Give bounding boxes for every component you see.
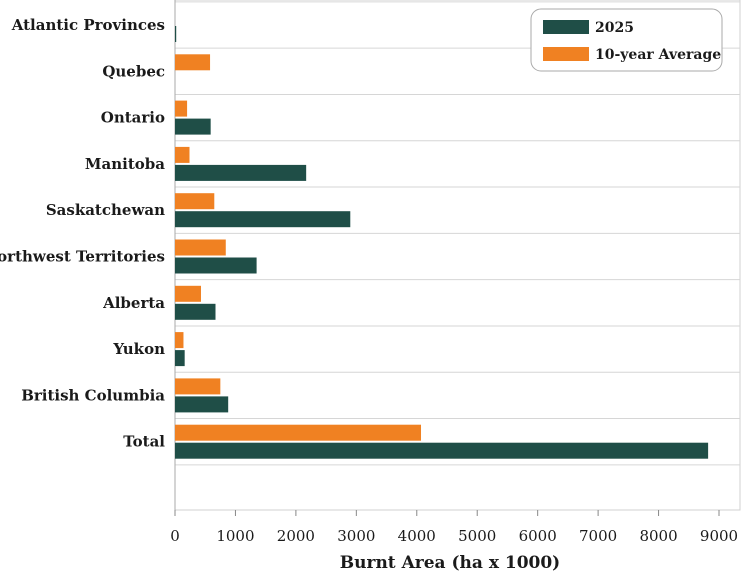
bar-10-year-average-british-columbia: [175, 378, 221, 395]
category-label-saskatchewan: Saskatchewan: [46, 201, 165, 219]
x-tick-labels: 0 1000 2000 3000 4000 5000 6000 7000 8000 9000: [170, 510, 738, 545]
category-label-quebec: Quebec: [102, 62, 165, 80]
category-label-alberta: Alberta: [102, 294, 165, 312]
legend-swatch-2025: [543, 20, 589, 34]
bar-10-year-average-northwest-territories: [175, 239, 226, 256]
bar-2025-saskatchewan: [175, 211, 351, 228]
category-label-manitoba: Manitoba: [85, 155, 165, 173]
bars: [175, 26, 709, 459]
x-tick-label-6000: 6000: [519, 527, 557, 545]
legend-label-10-year-average: 10-year Average: [595, 47, 721, 63]
bar-10-year-average-quebec: [175, 54, 211, 71]
bar-2025-yukon: [175, 350, 185, 367]
x-tick-label-9000: 9000: [700, 527, 738, 545]
x-tick-label-0: 0: [170, 527, 180, 545]
x-tick-label-3000: 3000: [337, 527, 375, 545]
bar-10-year-average-manitoba: [175, 146, 190, 163]
x-tick-label-1000: 1000: [216, 527, 254, 545]
category-label-ontario: Ontario: [101, 109, 165, 127]
category-labels: Atlantic Provinces Quebec Ontario Manitoba S…: [0, 16, 165, 451]
x-tick-label-5000: 5000: [458, 527, 496, 545]
category-label-atlantic-provinces: Atlantic Provinces: [11, 16, 165, 34]
legend-swatch-10-year-average: [543, 47, 589, 61]
gridlines: [175, 1, 740, 466]
category-label-british-columbia: British Columbia: [21, 386, 165, 404]
legend-label-2025: 2025: [595, 20, 634, 36]
x-tick-label-4000: 4000: [398, 527, 436, 545]
bar-2025-total: [175, 442, 709, 459]
x-tick-label-7000: 7000: [579, 527, 617, 545]
bar-2025-ontario: [175, 118, 211, 135]
category-label-yukon: Yukon: [112, 340, 165, 358]
x-tick-label-2000: 2000: [277, 527, 315, 545]
bar-10-year-average-total: [175, 424, 422, 441]
category-label-northwest-territories: Northwest Territories: [0, 248, 165, 266]
x-axis-title: Burnt Area (ha x 1000): [340, 553, 560, 573]
bar-10-year-average-alberta: [175, 285, 201, 302]
legend: 2025 10-year Average: [530, 8, 723, 72]
bar-2025-british-columbia: [175, 396, 229, 413]
bar-2025-alberta: [175, 303, 216, 320]
bar-10-year-average-saskatchewan: [175, 193, 215, 210]
bar-10-year-average-ontario: [175, 100, 188, 117]
bar-2025-manitoba: [175, 164, 307, 181]
x-tick-label-8000: 8000: [639, 527, 677, 545]
bar-2025-northwest-territories: [175, 257, 257, 274]
bar-2025-atlantic-provinces: [175, 26, 177, 42]
category-label-total: Total: [123, 433, 165, 451]
bar-10-year-average-yukon: [175, 332, 184, 349]
